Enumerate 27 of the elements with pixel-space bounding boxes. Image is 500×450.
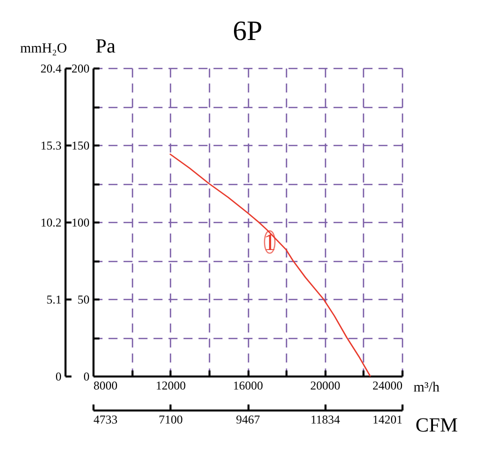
y2-tick-label: 5.1 [46, 292, 62, 306]
x-tick-label: 16000 [233, 378, 263, 392]
y-tick-label: 150 [72, 138, 90, 152]
y-tick-label: 50 [78, 292, 90, 306]
y2-tick-label: 10.2 [40, 216, 62, 230]
x2-tick-label: 9467 [236, 412, 260, 426]
x2-tick-label: 4733 [94, 412, 118, 426]
y-tick-label: 100 [72, 216, 90, 230]
y2-tick-label: 15.3 [40, 138, 62, 152]
x-axis-title: m³/h [414, 380, 440, 396]
y2-tick-label: 20.4 [40, 62, 62, 76]
x2-tick-label: 14201 [372, 412, 402, 426]
x2-tick-label: 7100 [158, 412, 183, 426]
x-tick-label: 8000 [94, 378, 118, 392]
line-series [170, 154, 371, 377]
x-tick-label: 12000 [156, 378, 186, 392]
y-tick-label: 0 [84, 370, 90, 384]
x2-tick-label: 11834 [310, 412, 340, 426]
x-tick-label: 24000 [372, 378, 402, 392]
y-tick-label: 200 [72, 62, 90, 76]
x2-axis-title: CFM [416, 414, 458, 436]
annotation: 1 [264, 230, 276, 256]
y2-tick-label: 0 [56, 370, 62, 384]
x-tick-label: 20000 [310, 378, 340, 392]
chart-title: 6P [232, 16, 262, 47]
y2-axis-title: mmH₂O [20, 42, 67, 56]
y-axis-title: Pa [96, 36, 116, 58]
